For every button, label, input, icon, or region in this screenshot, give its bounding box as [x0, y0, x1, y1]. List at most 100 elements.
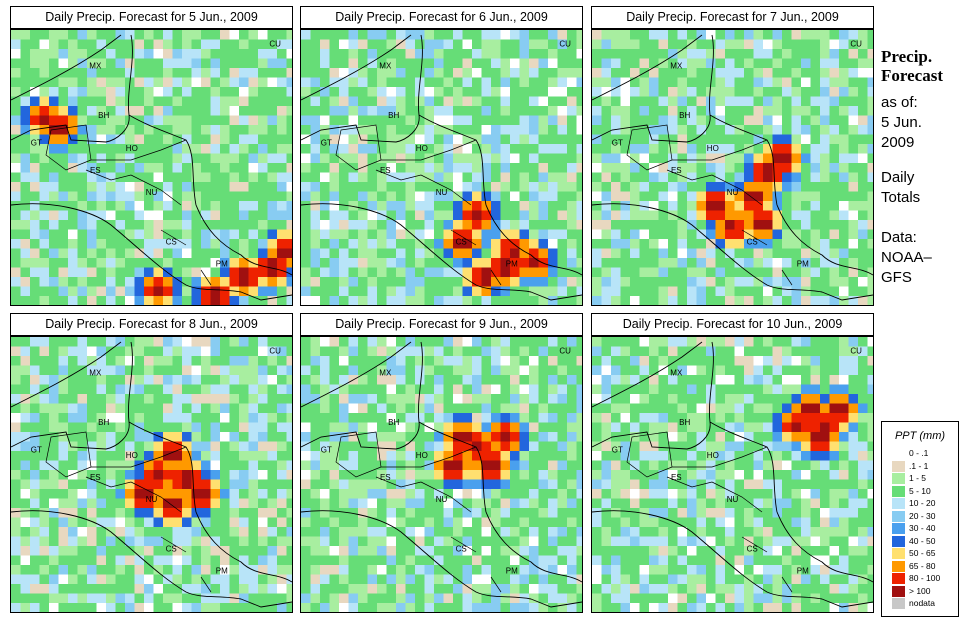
precip-cell — [810, 229, 821, 240]
precip-cell — [529, 489, 539, 499]
precip-cell — [172, 153, 183, 164]
precip-cell — [267, 286, 278, 297]
precip-cell — [696, 451, 707, 461]
precip-cell — [434, 144, 444, 154]
precip-cell — [348, 384, 359, 395]
precip-cell — [801, 413, 811, 423]
precip-cell — [201, 106, 211, 116]
precip-cell — [611, 460, 621, 471]
precip-cell — [201, 172, 211, 183]
precip-cell — [706, 220, 716, 230]
precip-cell — [182, 346, 192, 357]
precip-cell — [867, 49, 873, 59]
precip-cell — [519, 201, 530, 211]
precip-cell — [557, 68, 568, 78]
precip-cell — [639, 239, 650, 249]
precip-cell — [791, 422, 802, 433]
precip-cell — [358, 565, 368, 575]
precip-cell — [210, 106, 221, 116]
precip-cell — [239, 546, 249, 556]
precip-cell — [763, 441, 773, 452]
precip-cell — [753, 248, 764, 259]
precip-cell — [472, 584, 482, 594]
precip-cell — [258, 96, 268, 107]
precip-cell — [706, 210, 716, 221]
precip-cell — [163, 498, 173, 509]
precip-cell — [668, 210, 678, 221]
precip-cell — [782, 384, 792, 395]
precip-cell — [557, 106, 568, 116]
precip-cell — [106, 470, 116, 480]
precip-cell — [782, 115, 792, 126]
precip-cell — [462, 489, 473, 499]
precip-cell — [557, 163, 568, 173]
precip-cell — [848, 144, 859, 154]
precip-cell — [348, 201, 359, 211]
precip-cell — [415, 555, 425, 566]
precip-cell — [576, 201, 582, 211]
precip-cell — [529, 422, 539, 433]
precip-cell — [172, 365, 183, 376]
precip-cell — [68, 106, 78, 116]
precip-cell — [267, 584, 278, 594]
precip-cell — [134, 229, 145, 240]
precip-cell — [286, 286, 292, 297]
precip-cell — [782, 413, 792, 423]
precip-cell — [301, 413, 311, 423]
precip-cell — [601, 422, 612, 433]
precip-cell — [725, 277, 735, 287]
precip-cell — [144, 172, 154, 183]
precip-cell — [134, 163, 145, 173]
precip-cell — [11, 77, 21, 88]
precip-cell — [677, 163, 688, 173]
precip-cell — [329, 87, 340, 97]
precip-cell — [348, 394, 359, 404]
precip-cell — [481, 267, 492, 278]
precip-cell — [668, 182, 678, 192]
precip-cell — [210, 248, 221, 259]
precip-cell — [134, 451, 145, 461]
precip-cell — [491, 239, 501, 249]
precip-cell — [500, 508, 511, 518]
precip-cell — [687, 451, 697, 461]
precip-cell — [519, 498, 530, 509]
precip-cell — [258, 460, 268, 471]
precip-cell — [87, 153, 97, 164]
precip-cell — [20, 536, 31, 547]
precip-cell — [310, 555, 321, 566]
precip-cell — [377, 96, 387, 107]
precip-cell — [229, 96, 240, 107]
precip-cell — [396, 356, 406, 366]
precip-cell — [753, 498, 764, 509]
precip-cell — [396, 201, 406, 211]
precip-cell — [153, 144, 164, 154]
precip-cell — [30, 584, 40, 594]
precip-cell — [791, 106, 802, 116]
precip-cell — [576, 115, 582, 126]
precip-cell — [639, 229, 650, 240]
precip-cell — [810, 346, 821, 357]
precip-cell — [557, 153, 568, 164]
precip-cell — [172, 106, 183, 116]
precip-cell — [201, 565, 211, 575]
precip-cell — [725, 239, 735, 249]
precip-cell — [248, 555, 259, 566]
precip-cell — [453, 555, 463, 566]
precip-cell — [248, 267, 259, 278]
precip-cell — [163, 555, 173, 566]
precip-cell — [791, 470, 802, 480]
precip-cell — [358, 375, 368, 385]
precip-cell — [763, 153, 773, 164]
precip-cell — [601, 39, 612, 50]
precip-cell — [125, 356, 135, 366]
precip-cell — [310, 30, 321, 40]
country-label: NU — [436, 495, 448, 504]
precip-cell — [191, 30, 202, 40]
precip-cell — [163, 172, 173, 183]
precip-cell — [229, 182, 240, 192]
precip-cell — [320, 555, 330, 566]
precip-cell — [744, 470, 754, 480]
precip-cell — [529, 555, 539, 566]
precip-cell — [125, 115, 135, 126]
